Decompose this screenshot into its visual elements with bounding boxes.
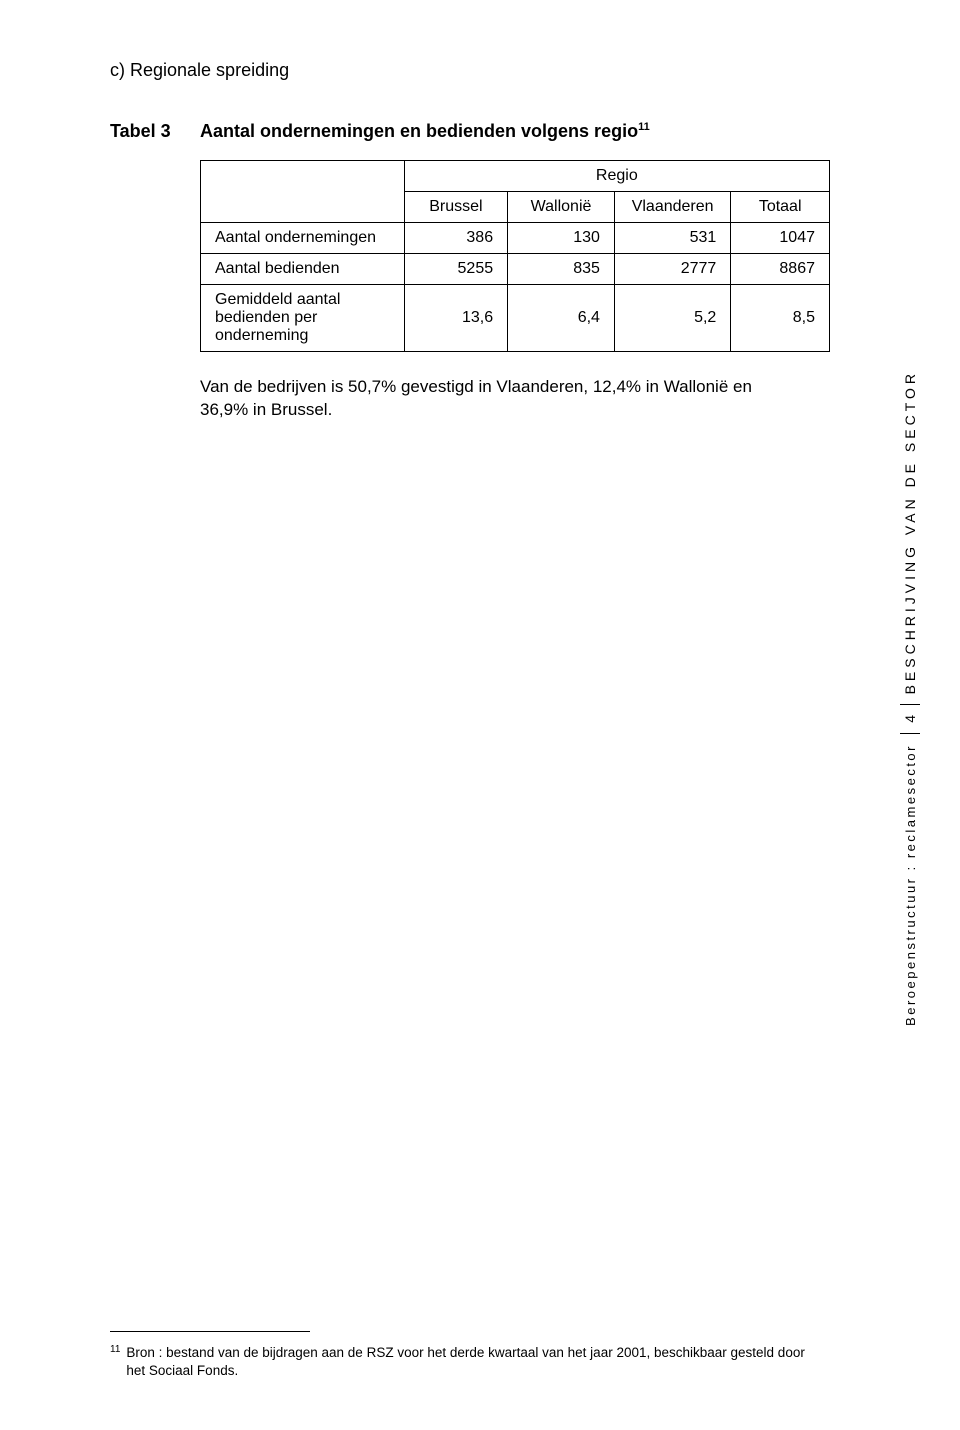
table-cell: 6,4 (508, 285, 615, 352)
table-cell: 2777 (614, 254, 730, 285)
table-corner-cell-2 (201, 192, 405, 223)
table-cell: 8,5 (731, 285, 830, 352)
table-title-footnote-ref: 11 (638, 121, 650, 133)
table-corner-cell (201, 161, 405, 192)
table-col-header: Wallonië (508, 192, 615, 223)
table-cell: 130 (508, 223, 615, 254)
table-title: Aantal ondernemingen en bedienden volgen… (200, 121, 650, 142)
data-table: Regio Brussel Wallonië Vlaanderen Totaal… (200, 160, 830, 352)
table-title-text: Aantal ondernemingen en bedienden volgen… (200, 121, 638, 141)
table-span-header: Regio (404, 161, 829, 192)
side-page-number: 4 (902, 715, 918, 723)
table-row: Gemiddeld aantal bedienden per ondernemi… (201, 285, 830, 352)
table-row-label: Aantal ondernemingen (201, 223, 405, 254)
footnote-number: 11 (110, 1343, 120, 1357)
table-col-header: Totaal (731, 192, 830, 223)
table-cell: 835 (508, 254, 615, 285)
table-label: Tabel 3 (110, 121, 200, 142)
footnote-line: het Sociaal Fonds. (126, 1362, 804, 1380)
footnote: 11 Bron : bestand van de bijdragen aan d… (110, 1344, 805, 1380)
table-row-label: Gemiddeld aantal bedienden per ondernemi… (201, 285, 405, 352)
body-paragraph: Van de bedrijven is 50,7% gevestigd in V… (200, 376, 760, 422)
footnote-line: Bron : bestand van de bijdragen aan de R… (126, 1345, 804, 1360)
side-divider-icon (900, 704, 920, 705)
side-document-title: Beroepenstructuur : reclamesector (903, 744, 918, 1026)
footnote-text: Bron : bestand van de bijdragen aan de R… (126, 1344, 804, 1380)
footnote-rule (110, 1331, 310, 1332)
table-cell: 13,6 (404, 285, 507, 352)
table-col-header: Brussel (404, 192, 507, 223)
side-margin-block: BESCHRIJVING VAN DE SECTOR 4 Beroepenstr… (896, 370, 924, 1026)
table-col-header: Vlaanderen (614, 192, 730, 223)
table-row: Aantal bedienden 5255 835 2777 8867 (201, 254, 830, 285)
table-row-label: Aantal bedienden (201, 254, 405, 285)
side-divider-icon (900, 733, 920, 734)
section-heading: c) Regionale spreiding (110, 60, 830, 81)
table-cell: 386 (404, 223, 507, 254)
table-cell: 8867 (731, 254, 830, 285)
table-wrapper: Regio Brussel Wallonië Vlaanderen Totaal… (200, 160, 830, 352)
table-caption-row: Tabel 3 Aantal ondernemingen en bediende… (110, 121, 830, 142)
table-cell: 1047 (731, 223, 830, 254)
table-cell: 531 (614, 223, 730, 254)
side-section-title: BESCHRIJVING VAN DE SECTOR (902, 370, 918, 694)
table-row: Aantal ondernemingen 386 130 531 1047 (201, 223, 830, 254)
table-cell: 5,2 (614, 285, 730, 352)
table-cell: 5255 (404, 254, 507, 285)
